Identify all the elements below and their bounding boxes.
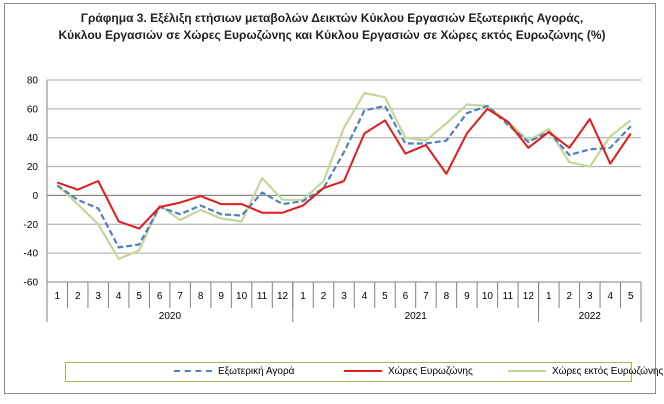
x-tick-label: 12	[523, 291, 535, 302]
x-tick-label: 10	[236, 291, 248, 302]
x-tick-label: 8	[444, 291, 450, 302]
y-tick-label: 20	[27, 162, 39, 173]
x-tick-label: 4	[607, 291, 613, 302]
x-tick-label: 1	[54, 291, 60, 302]
legend-swatch-non-eurozone	[508, 370, 546, 372]
legend-swatch-eurozone	[344, 370, 382, 372]
y-tick-label: 80	[27, 76, 39, 87]
x-tick-label: 1	[300, 291, 306, 302]
legend-label-external-market: Εξωτερική Αγορά	[218, 366, 295, 377]
x-tick-label: 5	[136, 291, 142, 302]
chart-title: Γράφημα 3. Εξέλιξη ετήσιων μεταβολών Δει…	[0, 10, 664, 44]
year-label: 2020	[159, 311, 182, 322]
x-tick-label: 2	[321, 291, 327, 302]
x-tick-label: 4	[362, 291, 368, 302]
x-tick-label: 1	[546, 291, 552, 302]
x-tick-label: 7	[177, 291, 183, 302]
series-line-non-eurozone	[56, 91, 632, 260]
y-tick-label: 0	[32, 191, 38, 202]
x-tick-label: 9	[464, 291, 470, 302]
x-tick-label: 5	[382, 291, 388, 302]
y-tick-label: -60	[24, 278, 39, 289]
x-tick-label: 5	[628, 291, 634, 302]
x-tick-label: 11	[257, 291, 268, 302]
legend: Εξωτερική Αγορά Χώρες Ευρωζώνης Χώρες εκ…	[65, 362, 663, 382]
y-axis-ticks: -60 -40 -20 0 20 40 60 80	[24, 76, 39, 289]
series-line-external-market	[56, 104, 632, 249]
x-tick-label: 10	[482, 291, 494, 302]
x-tick-label: 9	[218, 291, 224, 302]
y-tick-label: 40	[27, 133, 39, 144]
x-tick-label: 2	[75, 291, 81, 302]
legend-swatch-external-market	[174, 370, 212, 372]
chart-title-line-2: Κύκλου Εργασιών σε Χώρες Ευρωζώνης και Κ…	[58, 28, 606, 42]
x-tick-label: 8	[198, 291, 204, 302]
series-line-eurozone	[56, 107, 632, 230]
chart-title-line-1: Γράφημα 3. Εξέλιξη ετήσιων μεταβολών Δει…	[80, 11, 584, 25]
x-tick-label: 2	[567, 291, 573, 302]
x-tick-label: 11	[503, 291, 514, 302]
x-tick-label: 12	[277, 291, 289, 302]
legend-label-non-eurozone: Χώρες εκτός Ευρωζώνης	[552, 366, 664, 377]
x-tick-label: 7	[423, 291, 429, 302]
x-tick-label: 3	[587, 291, 593, 302]
year-label: 2022	[579, 311, 602, 322]
x-tick-label: 3	[95, 291, 101, 302]
chart-frame	[4, 3, 656, 394]
x-tick-label: 4	[116, 291, 122, 302]
y-tick-label: 60	[27, 104, 39, 115]
y-tick-label: -20	[24, 220, 39, 231]
series-lines	[56, 91, 632, 260]
x-tick-label: 6	[157, 291, 163, 302]
legend-label-eurozone: Χώρες Ευρωζώνης	[388, 366, 473, 377]
x-tick-label: 3	[341, 291, 347, 302]
year-label: 2021	[405, 311, 428, 322]
x-tick-label: 6	[403, 291, 409, 302]
y-tick-label: -40	[24, 249, 39, 260]
